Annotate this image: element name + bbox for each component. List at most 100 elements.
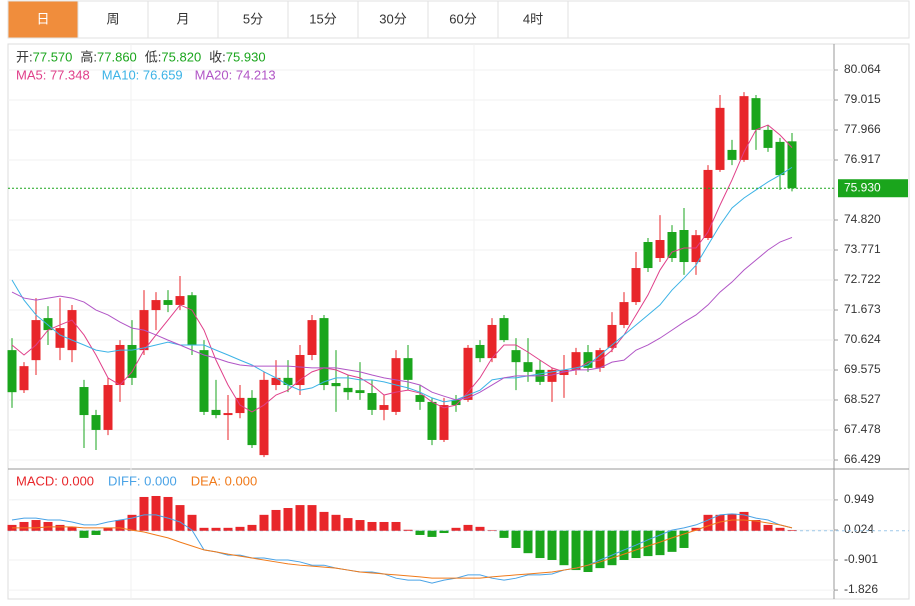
macd-bar (283, 508, 293, 531)
macd-bar (415, 530, 425, 535)
candle-body (43, 318, 53, 331)
candle-body (463, 347, 473, 400)
macd-bar (199, 527, 209, 531)
y-tick-label: 69.575 (844, 362, 881, 376)
y-tick-label: -0.901 (844, 552, 878, 566)
macd-bar (175, 505, 185, 531)
tab-label[interactable]: 4时 (523, 11, 543, 26)
macd-bar (631, 530, 641, 559)
y-tick-label: 66.429 (844, 452, 881, 466)
candle-body (571, 352, 581, 370)
candle-body (643, 242, 653, 269)
candle-body (115, 344, 125, 386)
macd-bar (559, 530, 569, 566)
candle-body (187, 295, 197, 345)
macd-bar (595, 530, 605, 569)
macd-bar (91, 530, 101, 535)
candle-body (559, 369, 569, 376)
y-tick-label: 80.064 (844, 62, 881, 76)
candle-body (787, 141, 797, 189)
macd-bar (331, 514, 341, 531)
macd-bar (739, 511, 749, 531)
macd-bar (271, 509, 281, 531)
macd-bar (379, 521, 389, 531)
candle-body (55, 328, 65, 348)
tab[interactable] (497, 0, 569, 39)
indicator-line (11, 513, 793, 584)
candle-body (523, 362, 533, 372)
tab-label[interactable]: 日 (36, 11, 49, 26)
candle-body (103, 385, 113, 430)
candle-body (31, 320, 41, 361)
macd-bar (463, 524, 473, 531)
macd-bar (691, 527, 701, 531)
candle-body (679, 229, 689, 263)
candle-body (403, 358, 413, 380)
macd-bar (211, 527, 221, 531)
y-tick-label: 70.624 (844, 332, 881, 346)
macd-bar (655, 530, 665, 556)
tab-label[interactable]: 周 (106, 11, 119, 26)
tab-label[interactable]: 60分 (449, 11, 476, 26)
macd-bar (127, 514, 137, 531)
info-label: 开: (16, 49, 33, 64)
macd-bar (67, 526, 77, 531)
candle-body (163, 300, 173, 305)
candle-body (247, 397, 257, 446)
tab-label[interactable]: 月 (176, 11, 189, 26)
tab-label[interactable]: 15分 (309, 11, 336, 26)
macd-bar (571, 530, 581, 571)
y-tick-label: 79.015 (844, 92, 881, 106)
tab[interactable] (7, 0, 79, 39)
candle-body (511, 350, 521, 363)
legend-entry: MA5: 77.348 (16, 67, 90, 82)
macd-bar (31, 520, 41, 531)
tab-label[interactable]: 5分 (243, 11, 263, 26)
info-value: 77.860 (97, 49, 137, 64)
y-tick-label: 73.771 (844, 242, 881, 256)
macd-bar (343, 518, 353, 531)
legend-entry: MA20: 74.213 (195, 67, 276, 82)
candle-body (295, 354, 305, 386)
info-label: 高: (80, 49, 97, 64)
candle-body (79, 387, 89, 416)
tab[interactable] (77, 0, 149, 39)
tab-label[interactable]: 30分 (379, 11, 406, 26)
candle-body (67, 310, 77, 351)
macd-bar (355, 520, 365, 531)
tab[interactable] (287, 0, 359, 39)
candle-body (319, 318, 329, 386)
indicator-line (11, 166, 793, 403)
candle-body (703, 169, 713, 239)
candle-body (307, 320, 317, 355)
y-tick-label: 0.024 (844, 522, 874, 536)
candle-body (451, 399, 461, 406)
macd-bar (403, 529, 413, 531)
candle-body (7, 350, 17, 393)
indicator-line (11, 236, 793, 401)
macd-bar (763, 524, 773, 531)
candle-body (271, 377, 281, 386)
candle-body (751, 98, 761, 130)
candle-body (631, 268, 641, 303)
macd-bar (439, 530, 449, 534)
candle-body (715, 107, 725, 170)
macd-bar (319, 511, 329, 531)
candle-body (91, 415, 101, 430)
candle-body (331, 383, 341, 387)
macd-bar (751, 520, 761, 531)
candle-body (547, 369, 557, 382)
candle-body (367, 393, 377, 410)
macd-bar (499, 530, 509, 538)
macd-bar (187, 514, 197, 531)
candle-body (583, 352, 593, 368)
info-value: 77.570 (33, 49, 73, 64)
candle-body (19, 366, 29, 391)
info-value: 75.820 (161, 49, 201, 64)
macd-bar (295, 505, 305, 531)
macd-bar (535, 530, 545, 559)
candle-body (439, 405, 449, 440)
candle-body (343, 387, 353, 393)
macd-bar (679, 530, 689, 548)
candle-body (499, 318, 509, 341)
